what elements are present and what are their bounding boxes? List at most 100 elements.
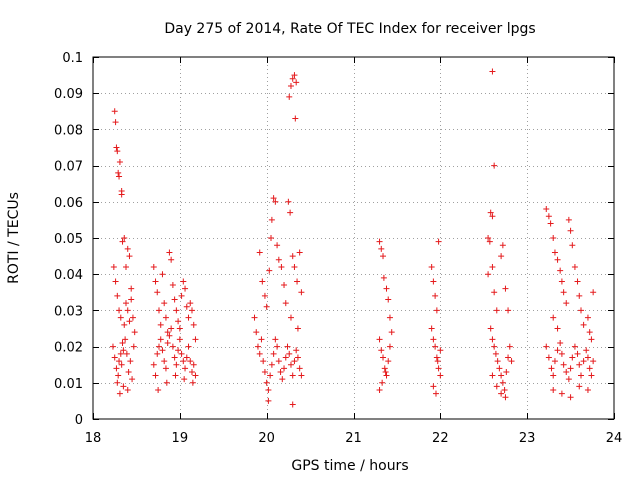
data-point [169,282,176,289]
data-point [381,365,388,372]
data-point [560,361,567,368]
data-point [578,372,585,379]
data-point [274,242,281,249]
data-point [171,354,178,361]
data-point [185,343,192,350]
data-point [268,361,275,368]
data-point [157,321,164,328]
data-point [550,235,557,241]
data-point [287,361,294,368]
data-point [385,296,392,303]
data-point [293,347,300,354]
data-point [428,325,435,332]
data-point [175,347,182,354]
data-point [590,289,597,296]
data-point [176,325,183,332]
data-point [181,376,188,383]
data-point [489,372,496,379]
data-point [152,372,159,379]
data-point [164,329,171,336]
data-point [119,238,126,245]
data-point [388,329,395,336]
x-tick-label: 18 [85,431,102,446]
data-point [178,350,185,357]
data-point [584,387,591,394]
data-point [112,119,119,126]
data-point [569,242,576,249]
data-point [155,307,162,314]
x-axis-title: GPS time / hours [291,458,408,474]
data-point [428,263,435,270]
data-point [268,216,275,223]
data-point [487,209,494,216]
data-point [268,235,275,241]
y-tick-label: 0.09 [54,87,83,102]
data-point [289,372,296,379]
data-point [175,318,182,325]
x-tick-label: 21 [345,431,362,446]
data-point [493,383,500,390]
data-point [378,245,385,252]
data-point [189,379,196,386]
data-point [437,372,444,379]
data-point [154,350,161,357]
data-point [114,379,121,386]
data-point [435,238,442,245]
data-point [127,358,134,365]
data-point [114,292,121,299]
data-point [576,292,583,299]
data-point [118,191,125,198]
data-point [130,343,137,350]
data-point [383,372,390,379]
data-point [569,354,576,361]
y-tick-label: 0.01 [54,377,83,392]
data-point [588,336,595,343]
data-point [277,368,284,375]
data-point [586,365,593,372]
data-point [124,307,131,314]
y-axis-title: ROTI / TECUs [6,192,22,284]
data-point [274,343,281,350]
data-point [185,314,192,321]
data-point [550,314,557,321]
y-tick-label: 0.02 [54,341,83,356]
data-point [580,321,587,328]
data-point [129,314,136,321]
data-point [282,300,289,307]
data-point [263,379,270,386]
data-point [116,390,123,397]
data-point [554,325,561,332]
data-point [272,336,279,343]
y-tick-label: 0.1 [62,51,83,66]
data-point [551,249,558,256]
data-point [574,350,581,357]
data-point [430,336,437,343]
data-point [498,253,505,260]
data-point [493,307,500,314]
data-point [506,343,513,350]
data-point [287,209,294,216]
data-point [251,314,258,321]
data-point [294,354,301,361]
data-point [433,307,440,314]
data-point [254,343,261,350]
data-point [284,343,291,350]
data-point [261,292,268,299]
data-point [386,343,393,350]
data-point [266,267,273,274]
data-point [121,235,128,241]
data-point [378,347,385,354]
data-point [270,195,277,202]
data-point [543,343,550,350]
data-point [188,368,195,375]
data-point [291,263,298,270]
data-point [122,336,129,343]
data-point [168,325,175,332]
data-point [491,289,498,296]
x-tick-label: 19 [172,431,189,446]
data-point [162,365,169,372]
y-tick-label: 0.08 [54,123,83,138]
data-point [128,296,135,303]
data-point [121,321,128,328]
data-point [296,249,303,256]
